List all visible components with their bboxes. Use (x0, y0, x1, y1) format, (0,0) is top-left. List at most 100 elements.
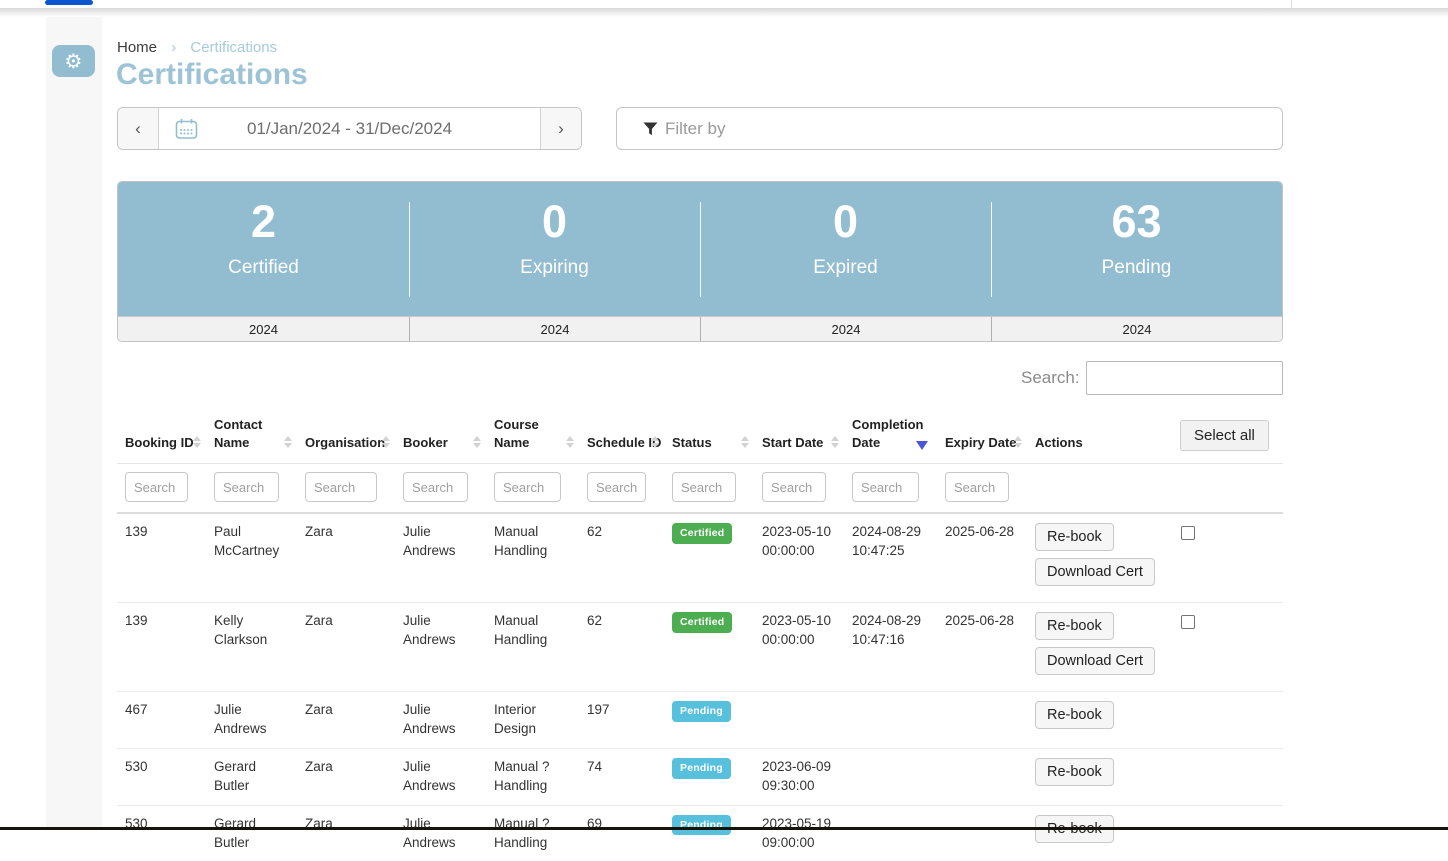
cell-booker: Julie Andrews (395, 602, 486, 692)
cell-contact-name: Julie Andrews (206, 691, 297, 749)
cell-booker: Julie Andrews (395, 804, 486, 861)
stat-label: Expiring (520, 257, 589, 278)
active-tab-indicator[interactable] (45, 0, 93, 5)
funnel-icon (643, 122, 658, 136)
stats-years: 2024 2024 2024 2024 (118, 316, 1282, 341)
filter-cell-course-name (486, 463, 579, 515)
cell-actions: Re-book (1027, 804, 1157, 861)
column-header-completion-date[interactable]: Completion Date (844, 402, 937, 465)
column-search-input-start-date[interactable] (762, 472, 826, 503)
date-range-display[interactable]: 01/Jan/2024 - 31/Dec/2024 (159, 108, 540, 149)
re-book-button[interactable]: Re-book (1035, 612, 1114, 641)
stat-item: 2 Certified (118, 182, 409, 316)
column-header-label: Schedule ID (587, 434, 662, 450)
column-search-input-booking-id[interactable] (125, 472, 188, 503)
stats-summary: 2 Certified 0 Expiring 0 Expired 63 Pend… (117, 181, 1283, 342)
select-all-button[interactable]: Select all (1180, 420, 1269, 452)
screen-bottom-edge (0, 827, 1448, 830)
stat-value: 63 (1111, 196, 1162, 247)
column-search-input-booker[interactable] (403, 472, 468, 503)
filter-empty-cell (1157, 463, 1283, 515)
cell-course-name: Manual Handling (494, 524, 548, 558)
cell-course-name: Manual ? Handling (486, 747, 579, 806)
cell-booking-id: 530 (117, 804, 206, 861)
gear-icon: ⚙ (64, 49, 83, 73)
column-search-input-course-name[interactable] (494, 472, 561, 503)
cell-booking-id: 139 (125, 524, 148, 540)
stat-label: Expired (813, 257, 878, 278)
column-search-input-organisation[interactable] (305, 472, 377, 503)
column-search-input-contact-name[interactable] (214, 472, 279, 503)
cell-schedule-id: 197 (579, 691, 664, 749)
cell-schedule-id: 62 (587, 524, 603, 540)
filter-input[interactable] (616, 107, 1283, 150)
date-range-picker: ‹ 01/Jan/2024 - 31/Dec/2024 › (117, 107, 582, 150)
stat-label: Certified (228, 257, 299, 278)
column-search-input-expiry-date[interactable] (945, 472, 1009, 503)
column-header-booker[interactable]: Booker (395, 402, 486, 465)
date-prev-button[interactable]: ‹ (118, 108, 159, 149)
stat-year: 2024 (249, 321, 278, 337)
column-header-contact-name[interactable]: Contact Name (206, 402, 297, 465)
table-body: 139 Paul McCartney Zara Julie Andrews Ma… (117, 513, 1283, 861)
cell-contact-name: Paul McCartney (214, 524, 280, 558)
cell-booker: Julie Andrews (395, 747, 486, 806)
cell-contact-name: Gerard Butler (206, 804, 297, 861)
cell-booking-id: 139 (117, 602, 206, 692)
column-header-organisation[interactable]: Organisation (297, 402, 395, 465)
cell-organisation: Zara (297, 747, 395, 806)
cell-organisation: Zara (297, 691, 395, 749)
download-cert-button[interactable]: Download Cert (1035, 647, 1155, 676)
cell-organisation: Zara (297, 804, 395, 861)
breadcrumb-separator-icon: › (171, 39, 177, 56)
cell-course-name: Manual Handling (486, 602, 579, 692)
re-book-button[interactable]: Re-book (1035, 701, 1114, 730)
cell-course-name: Interior Design (486, 691, 579, 749)
search-label: Search: (1021, 368, 1080, 387)
search-input[interactable] (1086, 361, 1283, 395)
sort-desc-icon (916, 441, 928, 451)
row-checkbox[interactable] (1181, 615, 1195, 630)
row-checkbox[interactable] (1181, 526, 1195, 541)
stat-value: 2 (250, 196, 277, 247)
column-header-schedule-id[interactable]: Schedule ID (579, 402, 664, 465)
column-header-booking-id[interactable]: Booking ID (117, 402, 206, 465)
stat-item: 0 Expiring (409, 182, 700, 316)
certifications-table: Booking ID Contact Name Organisation Booker… (117, 402, 1283, 861)
column-search-input-schedule-id[interactable] (587, 472, 646, 503)
sort-icon (741, 436, 749, 449)
status-badge: Certified (672, 523, 733, 544)
cell-schedule-id: 62 (579, 602, 664, 692)
breadcrumb-home-link[interactable]: Home (117, 39, 158, 56)
cell-booker: Julie Andrews (395, 691, 486, 749)
stat-item: 63 Pending (991, 182, 1282, 316)
column-header-start-date[interactable]: Start Date (754, 402, 844, 465)
table-row: 139 Paul McCartney Zara Julie Andrews Ma… (117, 513, 1283, 603)
column-header-label: Booking ID (125, 434, 194, 450)
column-header-course-name[interactable]: Course Name (486, 402, 579, 465)
column-header-status[interactable]: Status (664, 402, 754, 465)
download-cert-button[interactable]: Download Cert (1035, 558, 1155, 587)
cell-completion-date (844, 691, 937, 749)
cell-start-date: 2023-06-09 09:30:00 (754, 747, 844, 806)
filter-cell-booking-id (117, 463, 206, 515)
status-badge: Pending (672, 814, 731, 836)
filter-cell-contact-name (206, 463, 297, 515)
cell-select (1157, 513, 1283, 603)
column-header-label: Completion Date (852, 417, 924, 450)
filter-cell-schedule-id (579, 463, 664, 515)
re-book-button[interactable]: Re-book (1035, 757, 1114, 786)
re-book-button[interactable]: Re-book (1035, 523, 1114, 552)
stats-values: 2 Certified 0 Expiring 0 Expired 63 Pend… (118, 182, 1282, 316)
cell-contact-name: Gerard Butler (206, 747, 297, 806)
column-header-expiry-date[interactable]: Expiry Date (937, 402, 1027, 465)
settings-button[interactable]: ⚙ (52, 45, 95, 77)
column-search-input-status[interactable] (672, 472, 736, 503)
page-title: Certifications (116, 58, 308, 91)
cell-expiry-date (937, 691, 1027, 749)
column-search-input-completion-date[interactable] (852, 472, 919, 503)
date-next-button[interactable]: › (540, 108, 581, 149)
status-badge: Pending (672, 701, 731, 722)
cell-status: Certified (664, 602, 754, 692)
column-header-label: Status (672, 434, 712, 450)
